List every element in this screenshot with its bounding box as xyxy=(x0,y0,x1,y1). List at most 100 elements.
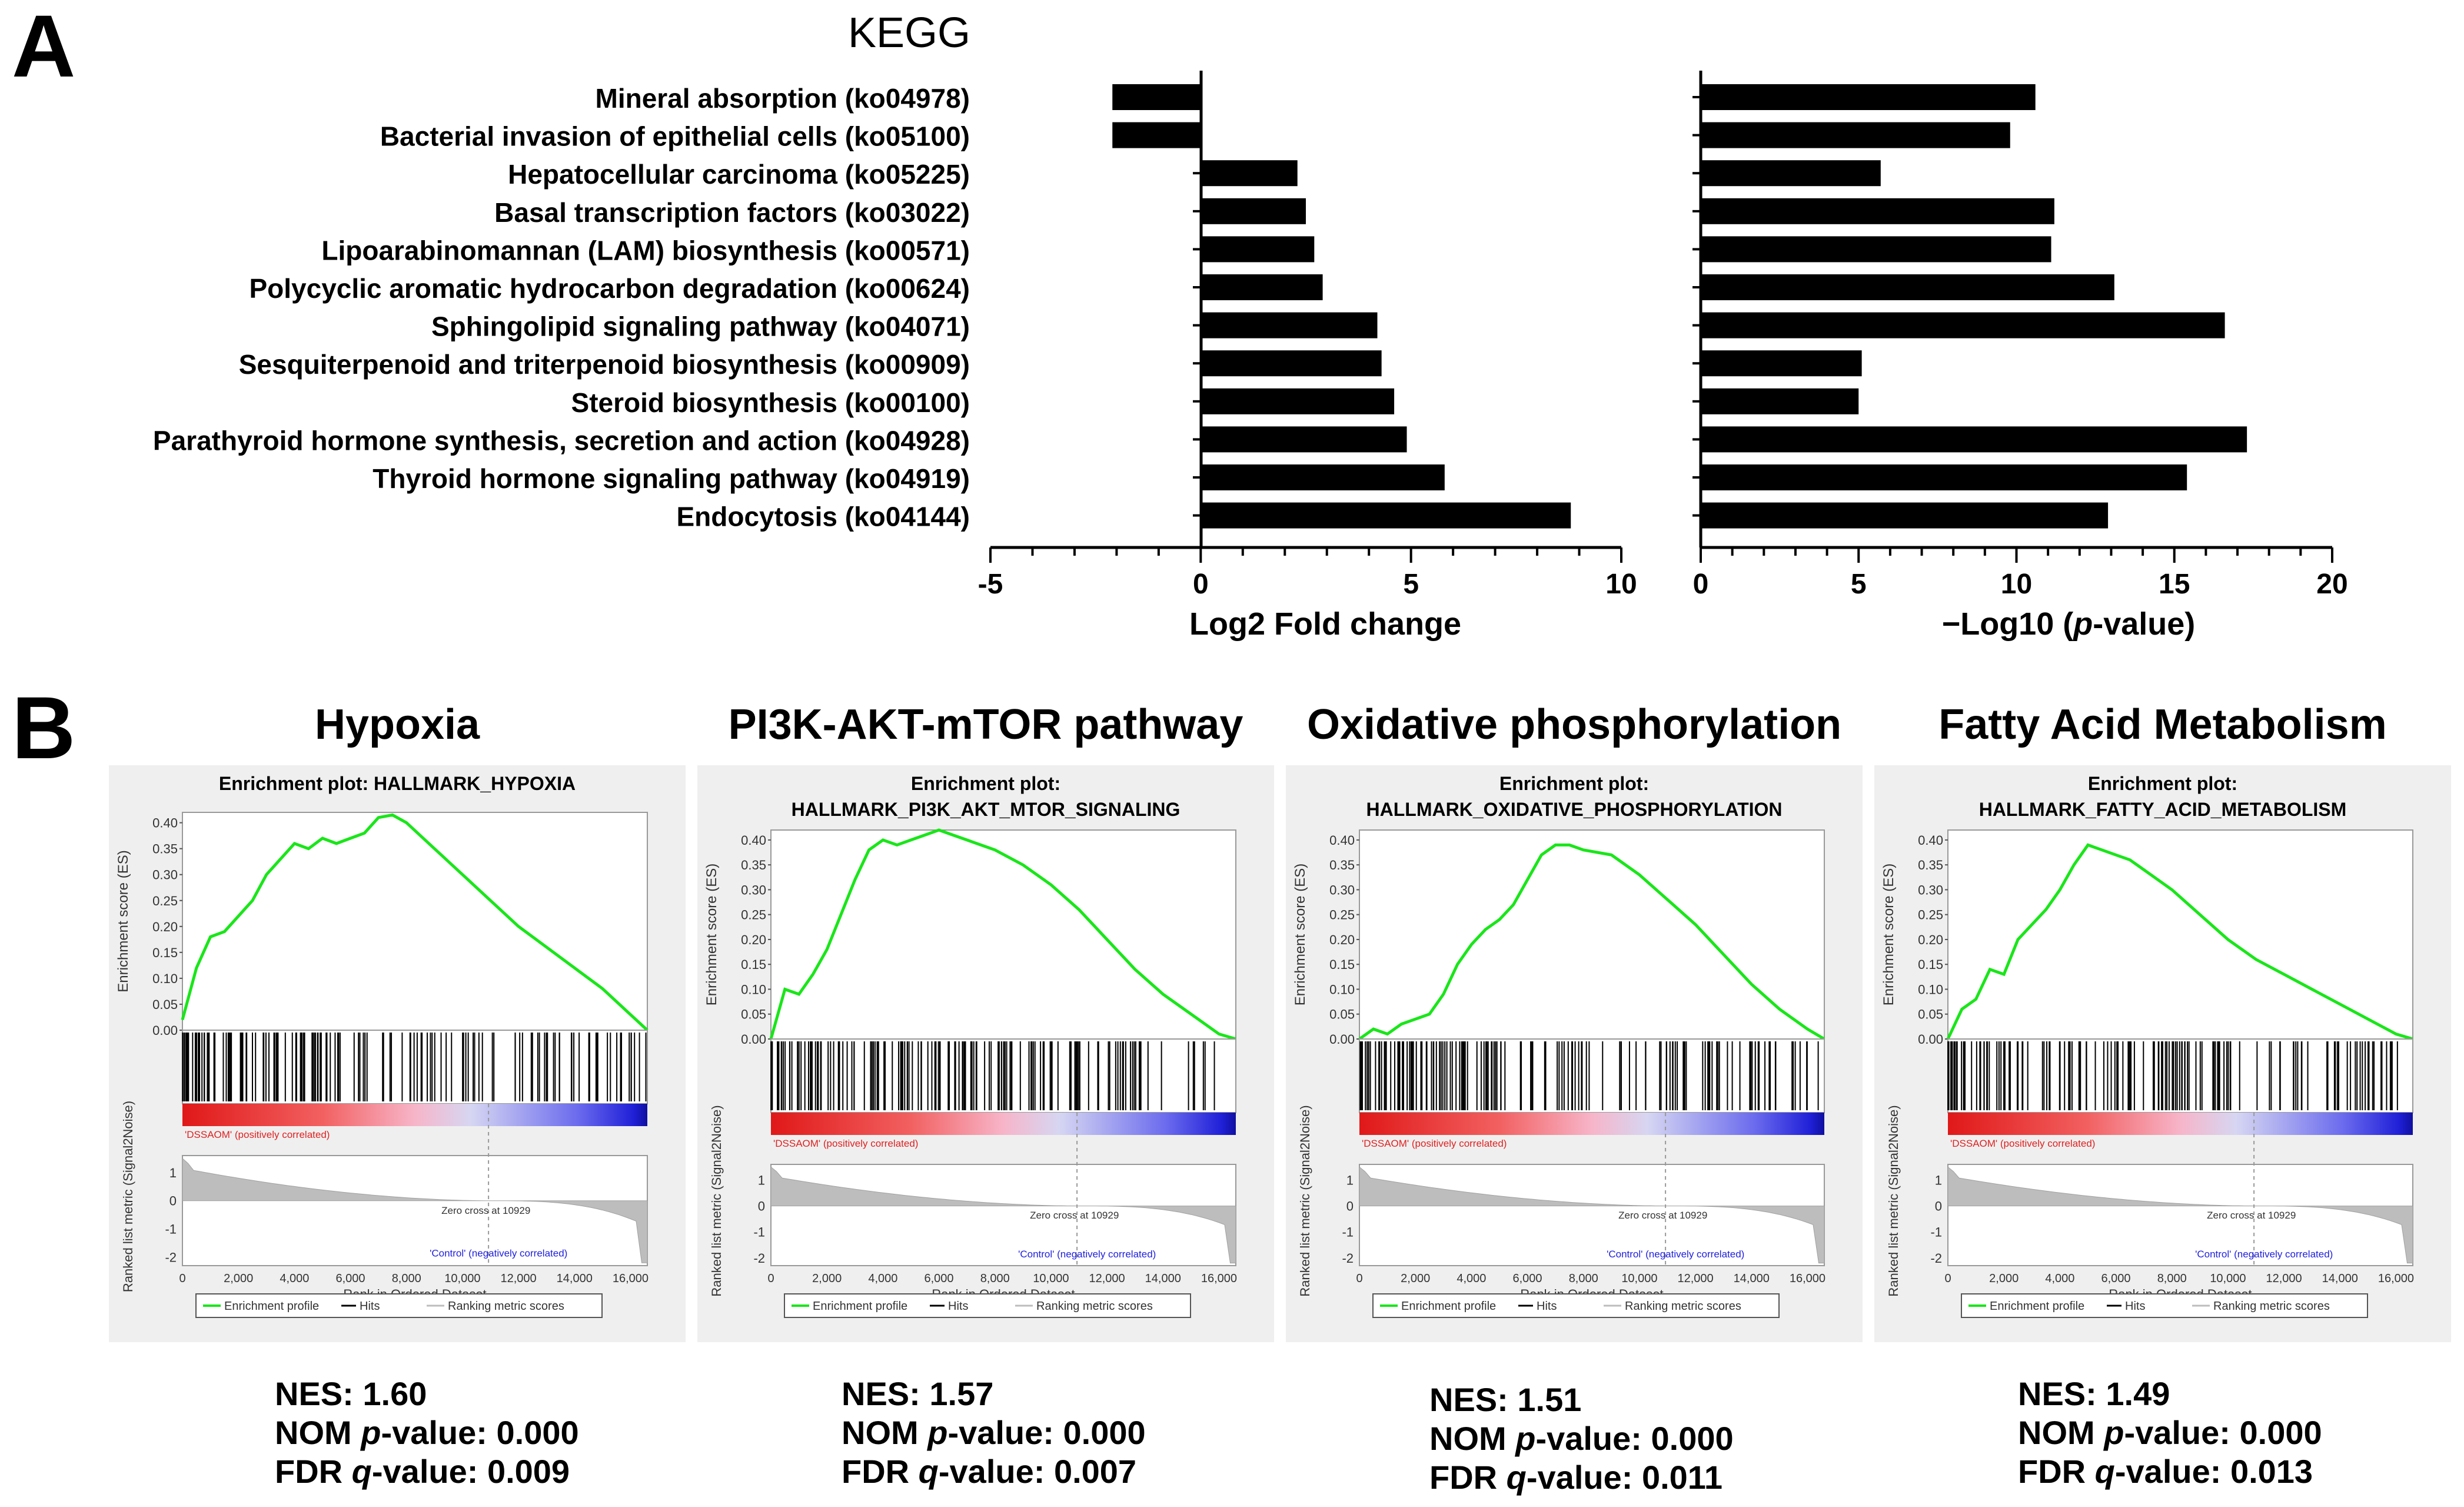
bar xyxy=(1201,464,1445,490)
es-tick-label: 0.05 xyxy=(1918,1007,1943,1022)
es-tick-label: 0.30 xyxy=(152,868,178,882)
zero-cross-label: Zero cross at 10929 xyxy=(441,1205,530,1216)
plot-title-line2: HALLMARK_FATTY_ACID_METABOLISM xyxy=(1979,799,2347,820)
bar xyxy=(1701,236,2051,263)
bar xyxy=(1701,388,1859,414)
pathway-labels: Mineral absorption (ko04978) Bacterial in… xyxy=(153,83,970,532)
es-tick-label: 0.35 xyxy=(1918,858,1943,872)
bar xyxy=(1701,84,2036,110)
rank-tick-label: -2 xyxy=(165,1250,177,1265)
fdr-value: 0.007 xyxy=(1053,1453,1137,1490)
rank-tick-label: 1 xyxy=(1346,1173,1354,1187)
gsea-stats: NES: 1.57 NOM p-value: 0.000 FDR q-value… xyxy=(842,1375,1146,1490)
x-tick-label: 4,000 xyxy=(2045,1272,2074,1285)
bar xyxy=(1201,312,1378,338)
rank-metric-area xyxy=(1359,1164,1825,1266)
pathway-label: Polycyclic aromatic hydrocarbon degradat… xyxy=(249,273,970,304)
x-tick-label: 10,000 xyxy=(1033,1272,1069,1285)
ranking-metric-area xyxy=(1359,1166,1825,1264)
legend-box xyxy=(1961,1293,2368,1318)
legend-enrichment-label: Enrichment profile xyxy=(224,1300,319,1313)
gsea-panel-oxphos: Oxidative phosphorylation Enrichment plo… xyxy=(1286,677,1863,1507)
gsea-title: Oxidative phosphorylation xyxy=(1306,701,1842,748)
es-tick-label: 0.05 xyxy=(741,1007,766,1022)
ranking-color-bar xyxy=(1948,1113,2413,1135)
gsea-panel-pi3k: PI3K-AKT-mTOR pathway Enrichment plot: HA… xyxy=(697,677,1274,1507)
es-tick-label: 0.15 xyxy=(741,957,766,972)
x-tick-label: 0 xyxy=(1356,1272,1362,1285)
ranking-metric-area xyxy=(182,1157,648,1263)
es-tick-label: 0.40 xyxy=(1329,833,1355,848)
gsea-stats: NES: 1.60 NOM p-value: 0.000 FDR q-value… xyxy=(275,1375,579,1490)
positive-correlation-label: 'DSSAOM' (positively correlated) xyxy=(773,1138,918,1149)
log10p-chart: 0 5 10 15 20 xyxy=(1692,71,2348,600)
x-tick-label: 10,000 xyxy=(1621,1272,1657,1285)
es-tick-label: 0.10 xyxy=(1918,982,1943,997)
rank-tick-label: -1 xyxy=(753,1225,765,1240)
rank-tick-label: -1 xyxy=(1342,1225,1354,1240)
gsea-plot-oxphos: Enrichment plot: HALLMARK_OXIDATIVE_PHOSP… xyxy=(1286,765,1863,1342)
rank-tick-label: 1 xyxy=(758,1173,765,1187)
legend-ranking-label: Ranking metric scores xyxy=(2213,1300,2330,1313)
x-tick-label: 20 xyxy=(2316,569,2347,600)
es-tick-label: 0.25 xyxy=(741,908,766,922)
x-tick-label: 2,000 xyxy=(812,1272,842,1285)
x-tick-label: 8,000 xyxy=(2157,1272,2187,1285)
panel-a-kegg-chart: A KEGG Mineral absorption (ko04978) Bacte… xyxy=(12,0,2348,642)
x-tick-label: 14,000 xyxy=(557,1272,593,1285)
bar xyxy=(1201,274,1323,300)
pathway-label: Lipoarabinomannan (LAM) biosynthesis (ko… xyxy=(321,235,970,265)
x-tick-label: 6,000 xyxy=(925,1272,954,1285)
es-tick-label: 0.30 xyxy=(1329,882,1355,897)
legend-box xyxy=(1372,1293,1780,1318)
x-tick-label: 5 xyxy=(1851,569,1867,600)
es-tick-label: 0.25 xyxy=(1918,908,1943,922)
es-tick-label: 0.05 xyxy=(1329,1007,1355,1022)
es-tick-label: 0.10 xyxy=(152,971,178,986)
bar xyxy=(1112,84,1201,110)
legend-hits-label: Hits xyxy=(948,1300,968,1313)
log2fc-xlabel: Log2 Fold change xyxy=(1189,606,1461,642)
gsea-plot-hypoxia: Enrichment plot: HALLMARK_HYPOXIA 0.00 0.0… xyxy=(109,765,686,1342)
es-plot-area xyxy=(1947,829,2413,1040)
pathway-label: Thyroid hormone signaling pathway (ko049… xyxy=(373,463,970,494)
es-tick-label: 0.30 xyxy=(741,882,766,897)
x-tick-label: 0 xyxy=(1944,1272,1951,1285)
legend-hits-label: Hits xyxy=(2125,1300,2145,1313)
x-tick-label: 8,000 xyxy=(980,1272,1010,1285)
gsea-panel-hypoxia: Hypoxia Enrichment plot: HALLMARK_HYPOXI… xyxy=(109,677,686,1507)
ranking-metric-area xyxy=(770,1166,1236,1264)
zero-cross-label: Zero cross at 10929 xyxy=(1618,1210,1707,1221)
gsea-stats: NES: 1.51 NOM p-value: 0.000 FDR q-value… xyxy=(1429,1381,1734,1496)
plot-title-line1: Enrichment plot: xyxy=(1499,773,1649,794)
nom-value: 0.000 xyxy=(496,1414,579,1451)
es-tick-label: 0.00 xyxy=(1918,1032,1943,1047)
es-ylabel: Enrichment score (ES) xyxy=(1881,864,1897,1005)
rank-tick-label: -1 xyxy=(1930,1225,1942,1240)
bar xyxy=(1201,236,1315,263)
positive-correlation-label: 'DSSAOM' (positively correlated) xyxy=(1362,1138,1507,1149)
rank-tick-label: 0 xyxy=(169,1194,177,1209)
rank-tick-label: 0 xyxy=(1935,1199,1942,1214)
bar xyxy=(1701,464,2187,490)
es-plot-area xyxy=(1359,829,1825,1040)
bar xyxy=(1701,274,2114,300)
fdr-value: 0.011 xyxy=(1641,1459,1723,1496)
x-tick-label: 8,000 xyxy=(392,1272,421,1285)
rank-ylabel: Ranked list metric (Signal2Noise) xyxy=(1298,1105,1312,1296)
x-tick-label: 16,000 xyxy=(613,1272,649,1285)
x-tick-label: 14,000 xyxy=(1734,1272,1770,1285)
rank-metric-area xyxy=(1947,1164,2413,1266)
es-tick-label: 0.25 xyxy=(152,894,178,908)
x-tick-label: -5 xyxy=(978,569,1003,600)
bar xyxy=(1201,198,1306,224)
es-tick-label: 0.40 xyxy=(741,833,766,848)
nes-value: 1.60 xyxy=(363,1375,427,1412)
ranking-metric-area xyxy=(1947,1166,2413,1264)
bar xyxy=(1701,122,2010,148)
log10p-xlabel: −Log10 (p-value) xyxy=(1942,606,2196,642)
es-tick-label: 0.30 xyxy=(1918,882,1943,897)
x-tick-label: 2,000 xyxy=(224,1272,253,1285)
x-tick-label: 8,000 xyxy=(1569,1272,1598,1285)
fdr-value: 0.013 xyxy=(2230,1453,2313,1490)
